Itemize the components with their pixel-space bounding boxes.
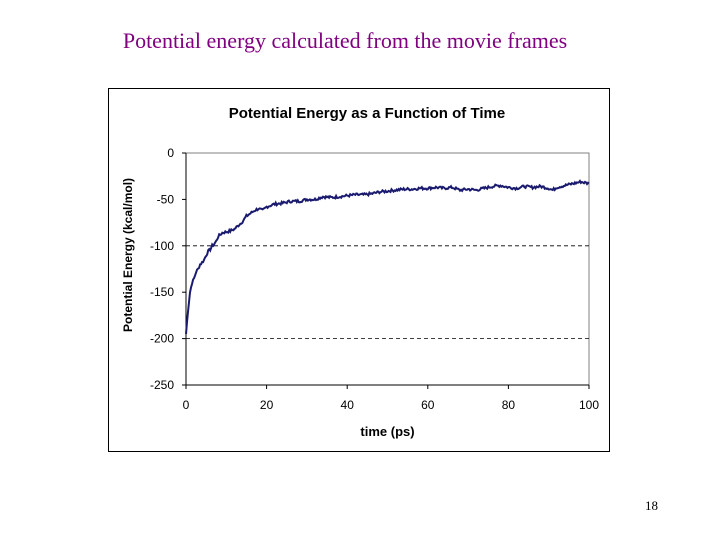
slide-title: Potential energy calculated from the mov… <box>122 28 568 53</box>
x-tick-label: 60 <box>421 398 435 412</box>
x-axis-label: time (ps) <box>360 424 414 439</box>
plot-area <box>185 152 590 386</box>
x-tick-label: 20 <box>260 398 274 412</box>
x-tick-label: 100 <box>579 398 599 412</box>
y-tick-label: -100 <box>150 239 174 253</box>
chart-frame: Potential Energy as a Function of Time 0-… <box>108 88 610 452</box>
y-tick-label: -150 <box>150 285 174 299</box>
chart-title: Potential Energy as a Function of Time <box>229 105 505 122</box>
energy-chart: Potential Energy as a Function of Time 0-… <box>109 89 609 451</box>
x-tick-label: 80 <box>502 398 516 412</box>
y-axis-label: Potential Energy (kcal/mol) <box>121 178 135 332</box>
page-number: 18 <box>645 498 658 513</box>
x-tick-label: 40 <box>341 398 355 412</box>
y-tick-label: -200 <box>150 332 174 346</box>
y-tick-label: 0 <box>167 146 174 160</box>
x-tick-label: 0 <box>183 398 190 412</box>
chart-svg: Potential Energy as a Function of Time0-… <box>121 105 599 439</box>
y-tick-label: -50 <box>157 192 175 206</box>
y-tick-label: -250 <box>150 378 174 392</box>
series-line-0 <box>185 179 590 335</box>
